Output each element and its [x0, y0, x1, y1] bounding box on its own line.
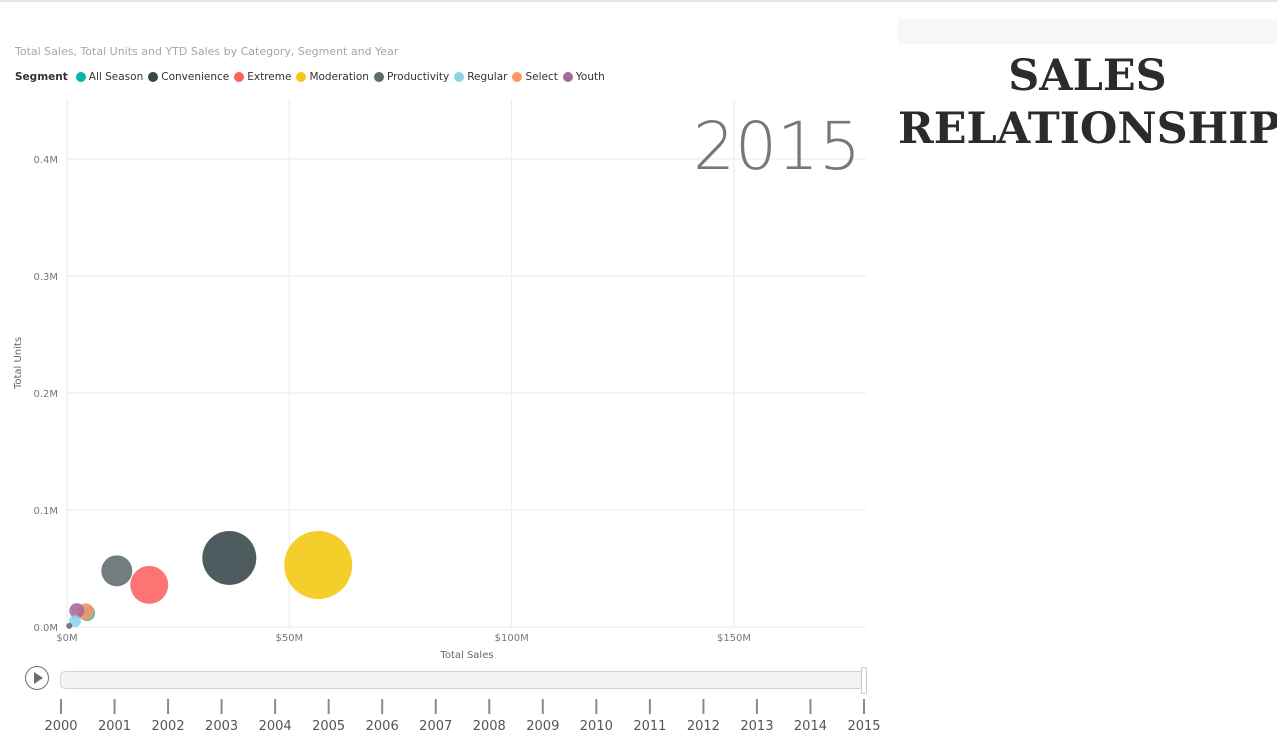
- axis-layer: $0M $50M $100M $150M 0.0M 0.1M 0.2M 0.3M 0.4M: [33, 155, 751, 644]
- bubble-regular[interactable]: [69, 615, 82, 628]
- timeline-year-label[interactable]: 2003: [205, 719, 238, 734]
- play-axis-slider-track[interactable]: [60, 671, 864, 689]
- y-tick-label: 0.3M: [33, 272, 58, 283]
- scatter-chart: $0M $50M $100M $150M 0.0M 0.1M 0.2M 0.3M 0.4M To…: [13, 100, 881, 734]
- timeline-year-label[interactable]: 2014: [794, 719, 827, 734]
- bubble-youth[interactable]: [69, 603, 85, 619]
- timeline-year-label[interactable]: 2004: [259, 719, 292, 734]
- legend-swatch: [562, 72, 573, 82]
- bubble-regular[interactable]: [66, 622, 73, 629]
- timeline-year-label[interactable]: 2006: [366, 719, 399, 734]
- timeline-year-label[interactable]: 2011: [633, 719, 666, 734]
- legend-item[interactable]: Extreme: [234, 71, 291, 83]
- legend-label: Regular: [467, 71, 508, 83]
- x-tick-label: $50M: [275, 633, 303, 644]
- legend: Segment All Season Convenience Extreme Mode…: [15, 71, 610, 83]
- timeline-year-label[interactable]: 2001: [98, 719, 131, 734]
- legend-item[interactable]: All Season: [75, 71, 144, 83]
- legend-label: Youth: [575, 71, 605, 83]
- heading-line-2: RELATIONSHIP: [898, 104, 1277, 154]
- bubble-moderation[interactable]: [284, 530, 353, 599]
- current-year-label: 2015: [693, 108, 861, 185]
- timeline-year-label[interactable]: 2013: [740, 719, 773, 734]
- timeline-year-label[interactable]: 2012: [687, 719, 720, 734]
- legend-swatch: [454, 72, 465, 82]
- side-panel-heading: SALES RELATIONSHIP: [898, 50, 1277, 156]
- legend-title: Segment: [15, 71, 68, 83]
- legend-label: Convenience: [161, 71, 230, 83]
- x-axis-title: Total Sales: [439, 650, 493, 661]
- legend-label: Select: [525, 71, 558, 83]
- legend-label: Productivity: [386, 71, 450, 83]
- x-tick-label: $150M: [717, 633, 751, 644]
- timeline-year-label[interactable]: 2005: [312, 719, 345, 734]
- y-tick-label: 0.2M: [33, 389, 58, 400]
- timeline-year-label[interactable]: 2008: [473, 719, 506, 734]
- legend-label: Moderation: [309, 71, 369, 83]
- side-panel-header-bar: [898, 19, 1277, 44]
- legend-item[interactable]: Regular: [454, 71, 507, 83]
- legend-swatch: [148, 72, 159, 82]
- heading-line-1: SALES: [1008, 51, 1167, 101]
- timeline-layer: 2000 2001 2002 2003 2004 2005 2006 2007 2008 2009…: [44, 699, 881, 734]
- bubble-convenience[interactable]: [202, 530, 257, 585]
- play-icon: [34, 672, 43, 684]
- legend-item[interactable]: Select: [512, 71, 558, 83]
- timeline-year-label[interactable]: 2010: [580, 719, 613, 734]
- y-tick-label: 0.4M: [33, 155, 58, 166]
- x-tick-label: $0M: [56, 633, 77, 644]
- bubble-productivity[interactable]: [101, 555, 133, 587]
- timeline-year-label[interactable]: 2009: [526, 719, 559, 734]
- y-axis-title: Total Units: [13, 337, 24, 390]
- timeline-year-label[interactable]: 2000: [44, 719, 77, 734]
- grid-layer: [66, 100, 866, 628]
- bubble-extreme[interactable]: [130, 565, 169, 604]
- y-tick-label: 0.1M: [33, 506, 58, 517]
- y-tick-label: 0.0M: [33, 623, 58, 634]
- timeline-year-label[interactable]: 2015: [847, 719, 880, 734]
- bubble-layer: [66, 530, 353, 629]
- legend-swatch: [512, 72, 523, 82]
- legend-item[interactable]: Convenience: [148, 71, 229, 83]
- legend-label: All Season: [88, 71, 144, 83]
- top-border: [0, 0, 1277, 2]
- legend-item[interactable]: Moderation: [296, 71, 369, 83]
- legend-swatch: [234, 72, 245, 82]
- legend-label: Extreme: [247, 71, 292, 83]
- play-button[interactable]: [25, 666, 49, 690]
- legend-swatch: [373, 72, 384, 82]
- legend-items: All Season Convenience Extreme Moderation Pr…: [75, 71, 610, 83]
- legend-swatch: [296, 72, 307, 82]
- timeline-year-label[interactable]: 2007: [419, 719, 452, 734]
- play-axis-slider-handle[interactable]: [861, 667, 867, 694]
- legend-swatch: [75, 72, 86, 82]
- x-tick-label: $100M: [495, 633, 529, 644]
- timeline-year-label[interactable]: 2002: [152, 719, 185, 734]
- legend-item[interactable]: Productivity: [373, 71, 450, 83]
- legend-item[interactable]: Youth: [562, 71, 605, 83]
- chart-title: Total Sales, Total Units and YTD Sales b…: [15, 45, 399, 58]
